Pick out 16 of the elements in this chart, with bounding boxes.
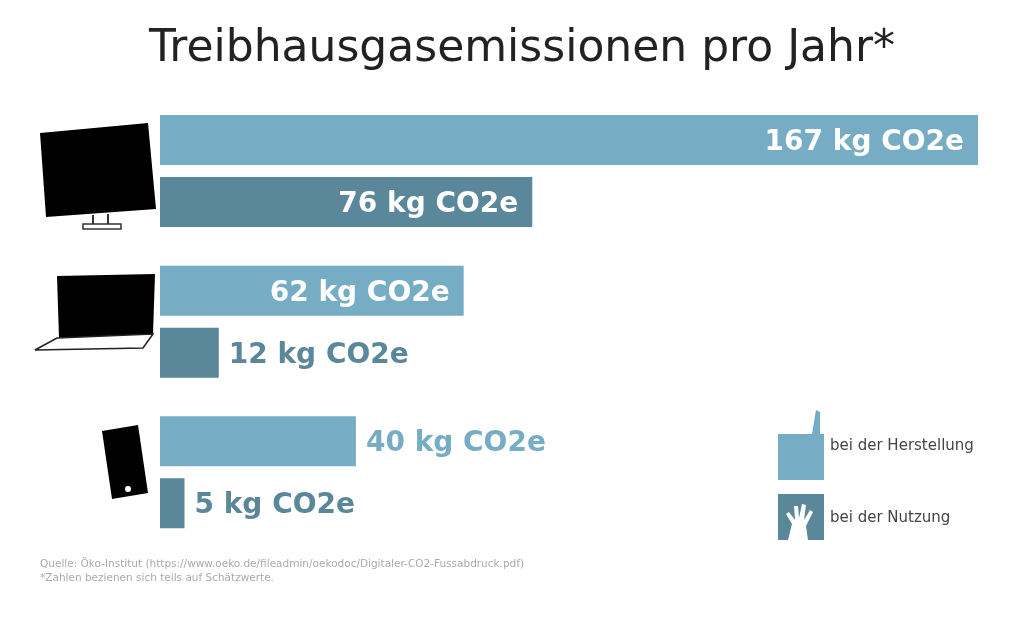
data-label: 5 kg CO2e (194, 487, 355, 521)
text: bei der Nutzung (830, 508, 951, 526)
text: bei der Herstellung (830, 436, 974, 454)
bar (160, 416, 356, 467)
bar (160, 177, 533, 227)
data-label: 76 kg CO2e (338, 186, 519, 219)
data-label: 62 kg CO2e (269, 274, 450, 308)
bar (160, 478, 185, 529)
bar (160, 327, 219, 378)
data-label: 40 kg CO2e (365, 425, 546, 459)
text: *Zahlen bezienen sich teils auf Schätzwerte. (40, 570, 275, 584)
source-note: Quelle: Öko-Institut (https://www.oeko.de/fileadmin/oekodoc/Digitaler-CO2-Fussabdruck.pdf) (40, 556, 526, 570)
chart-title: Treibhausgasemissionen pro Jahr* (147, 19, 897, 73)
bar (160, 115, 978, 165)
data-label: 12 kg CO2e (228, 336, 409, 370)
data-label: 167 kg CO2e (764, 124, 964, 157)
